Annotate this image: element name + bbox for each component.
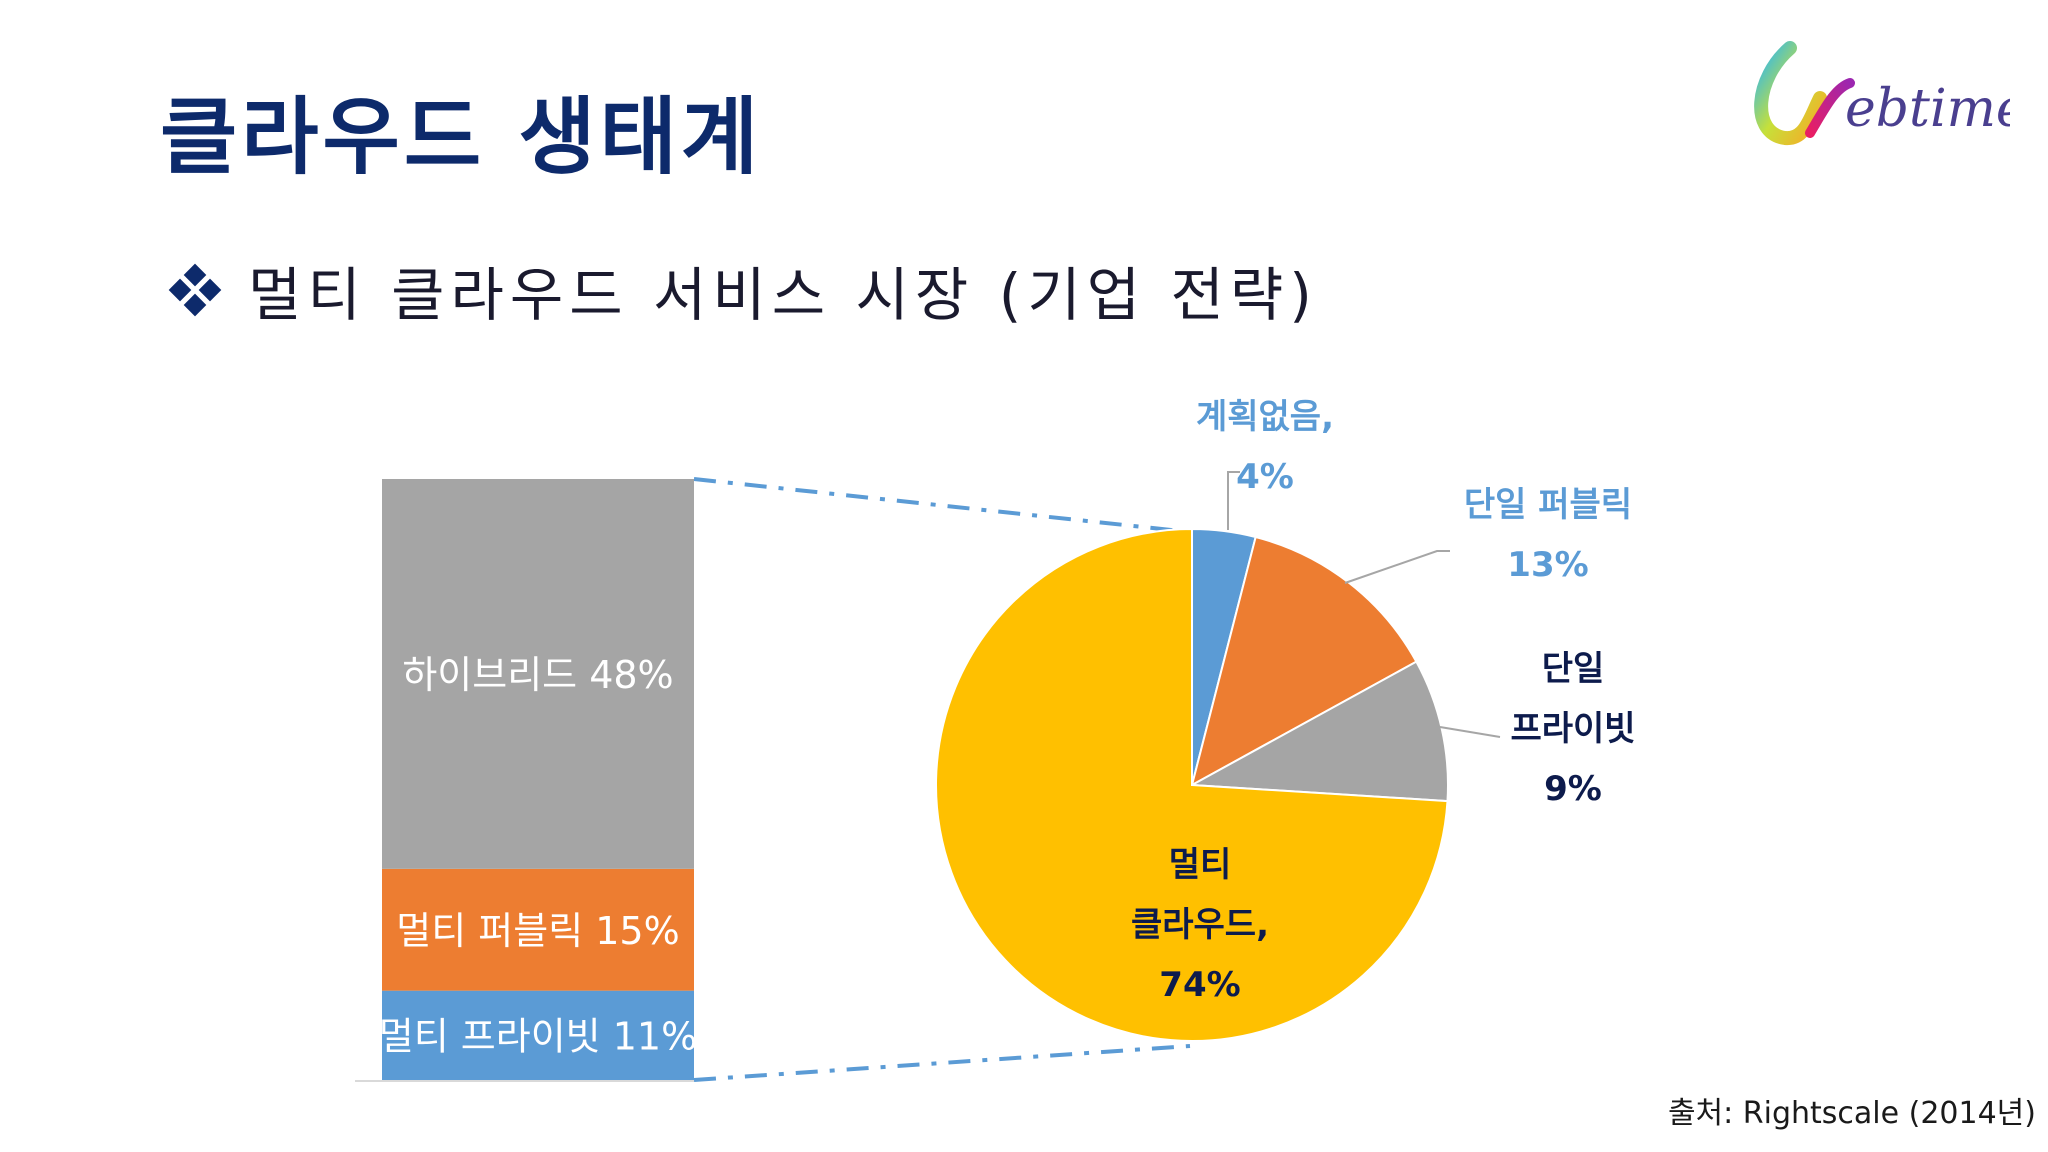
pie-label-1-line-1: 13% (1507, 545, 1588, 585)
logo-text: ebtime (1845, 79, 2010, 139)
pie-label-2-line-0: 단일 (1542, 649, 1605, 689)
pie-slice-1 (1190, 535, 1418, 787)
pie-label-0-line-1: 4% (1236, 457, 1294, 497)
pie-label-0-line-0: 계획없음, (1196, 397, 1334, 437)
bar-segment-0 (382, 990, 694, 1080)
subtitle-line: 멀티 클라우드 서비스 시장 (기업 전략) (168, 248, 1318, 332)
pie-label-3-line-1: 클라우드, (1131, 905, 1269, 945)
bar-segment-label-0: 멀티 프라이빗 11% (379, 1014, 697, 1058)
pie-leader-line-0 (1227, 471, 1240, 530)
bar-segment-label-1: 멀티 퍼블릭 15% (396, 909, 679, 953)
pie-slice-3 (935, 527, 1449, 1042)
pie-label-2-line-1: 프라이빗 (1510, 709, 1635, 749)
bar-segment-1 (382, 868, 694, 991)
pie-label-3-line-2: 74% (1159, 965, 1240, 1005)
webtime-logo: ebtime (1754, 41, 2010, 146)
pie-label-3-line-0: 멀티 (1169, 845, 1232, 885)
source-note: 출처: Rightscale (2014년) (1667, 1096, 2036, 1131)
connector-top (693, 477, 1191, 534)
connector-bottom (693, 1044, 1191, 1082)
pie-label-1-line-0: 단일 퍼블릭 (1464, 485, 1632, 525)
subtitle-text: 멀티 클라우드 서비스 시장 (기업 전략) (248, 261, 1318, 329)
stacked-bar-chart: 멀티 프라이빗 11% 멀티 퍼블릭 15% 하이브리드 48% (355, 479, 697, 1082)
slide-title: 클라우드 생태계 (160, 88, 763, 186)
pie-leader-line-2 (1439, 726, 1501, 738)
pie-label-2-line-2: 9% (1544, 769, 1602, 809)
bar-segment-2 (382, 479, 694, 869)
bar-segment-label-2: 하이브리드 48% (402, 653, 673, 697)
pie-leader-line-1 (1344, 550, 1450, 584)
connector-lines (693, 477, 1191, 1082)
pie-slice-2 (1188, 660, 1449, 803)
